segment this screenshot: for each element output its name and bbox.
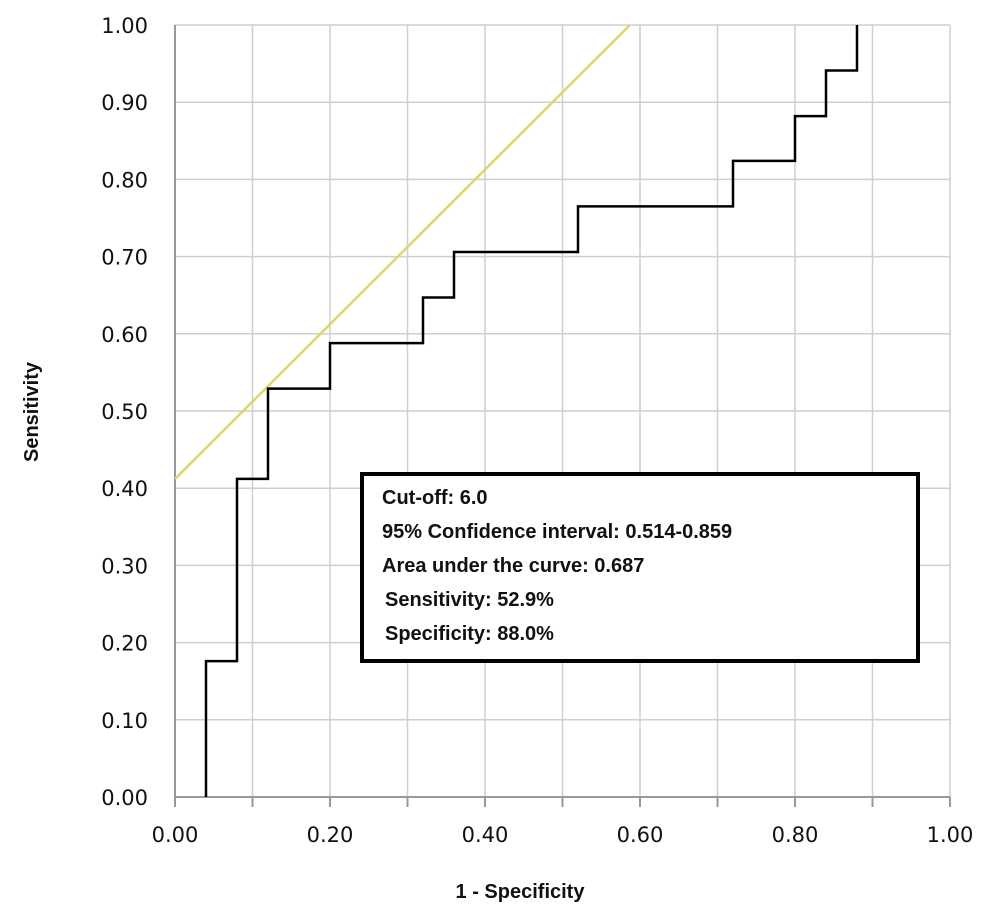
x-tick-label: 0.40 <box>462 823 509 847</box>
series-layer <box>174 24 859 797</box>
x-axis-tick-labels: 0.00 0.20 0.40 0.60 0.80 1.00 <box>152 823 974 847</box>
y-tick-label: 0.50 <box>101 400 148 424</box>
y-tick-label: 0.20 <box>101 632 148 656</box>
y-tick-label: 1.00 <box>101 14 148 38</box>
y-tick-label: 0.60 <box>101 323 148 347</box>
y-tick-label: 0.80 <box>101 168 148 192</box>
annotation-line: 95% Confidence interval: 0.514-0.859 <box>382 521 732 543</box>
y-tick-label: 0.00 <box>101 786 148 810</box>
gridlines <box>175 24 951 797</box>
y-tick-label: 0.30 <box>101 554 148 578</box>
x-tick-label: 0.20 <box>307 823 354 847</box>
y-axis-title: Sensitivity <box>21 361 43 462</box>
x-axis-title: 1 - Specificity <box>456 881 586 903</box>
reference-line <box>174 24 631 480</box>
annotation-box: Cut-off: 6.0 95% Confidence interval: 0.5… <box>360 472 920 663</box>
x-tick-label: 0.00 <box>152 823 199 847</box>
annotation-lines: Cut-off: 6.0 95% Confidence interval: 0.5… <box>382 487 732 645</box>
x-tick-label: 0.60 <box>617 823 664 847</box>
annotation-line: Specificity: 88.0% <box>385 623 554 645</box>
x-tick-label: 1.00 <box>927 823 974 847</box>
annotation-line: Cut-off: 6.0 <box>382 487 488 509</box>
annotation-line: Sensitivity: 52.9% <box>385 589 554 611</box>
y-axis-tick-labels: 0.00 0.10 0.20 0.30 0.40 0.50 0.60 0.70 0.80 0.90… <box>101 14 148 810</box>
y-tick-label: 0.40 <box>101 477 148 501</box>
x-axis-tick-marks <box>174 797 951 807</box>
annotation-line: Area under the curve: 0.687 <box>382 555 644 577</box>
y-tick-label: 0.10 <box>101 709 148 733</box>
y-tick-label: 0.70 <box>101 246 148 270</box>
annotation-frame <box>360 472 920 663</box>
x-tick-label: 0.80 <box>772 823 819 847</box>
y-tick-label: 0.90 <box>101 91 148 115</box>
roc-curve <box>204 25 859 797</box>
